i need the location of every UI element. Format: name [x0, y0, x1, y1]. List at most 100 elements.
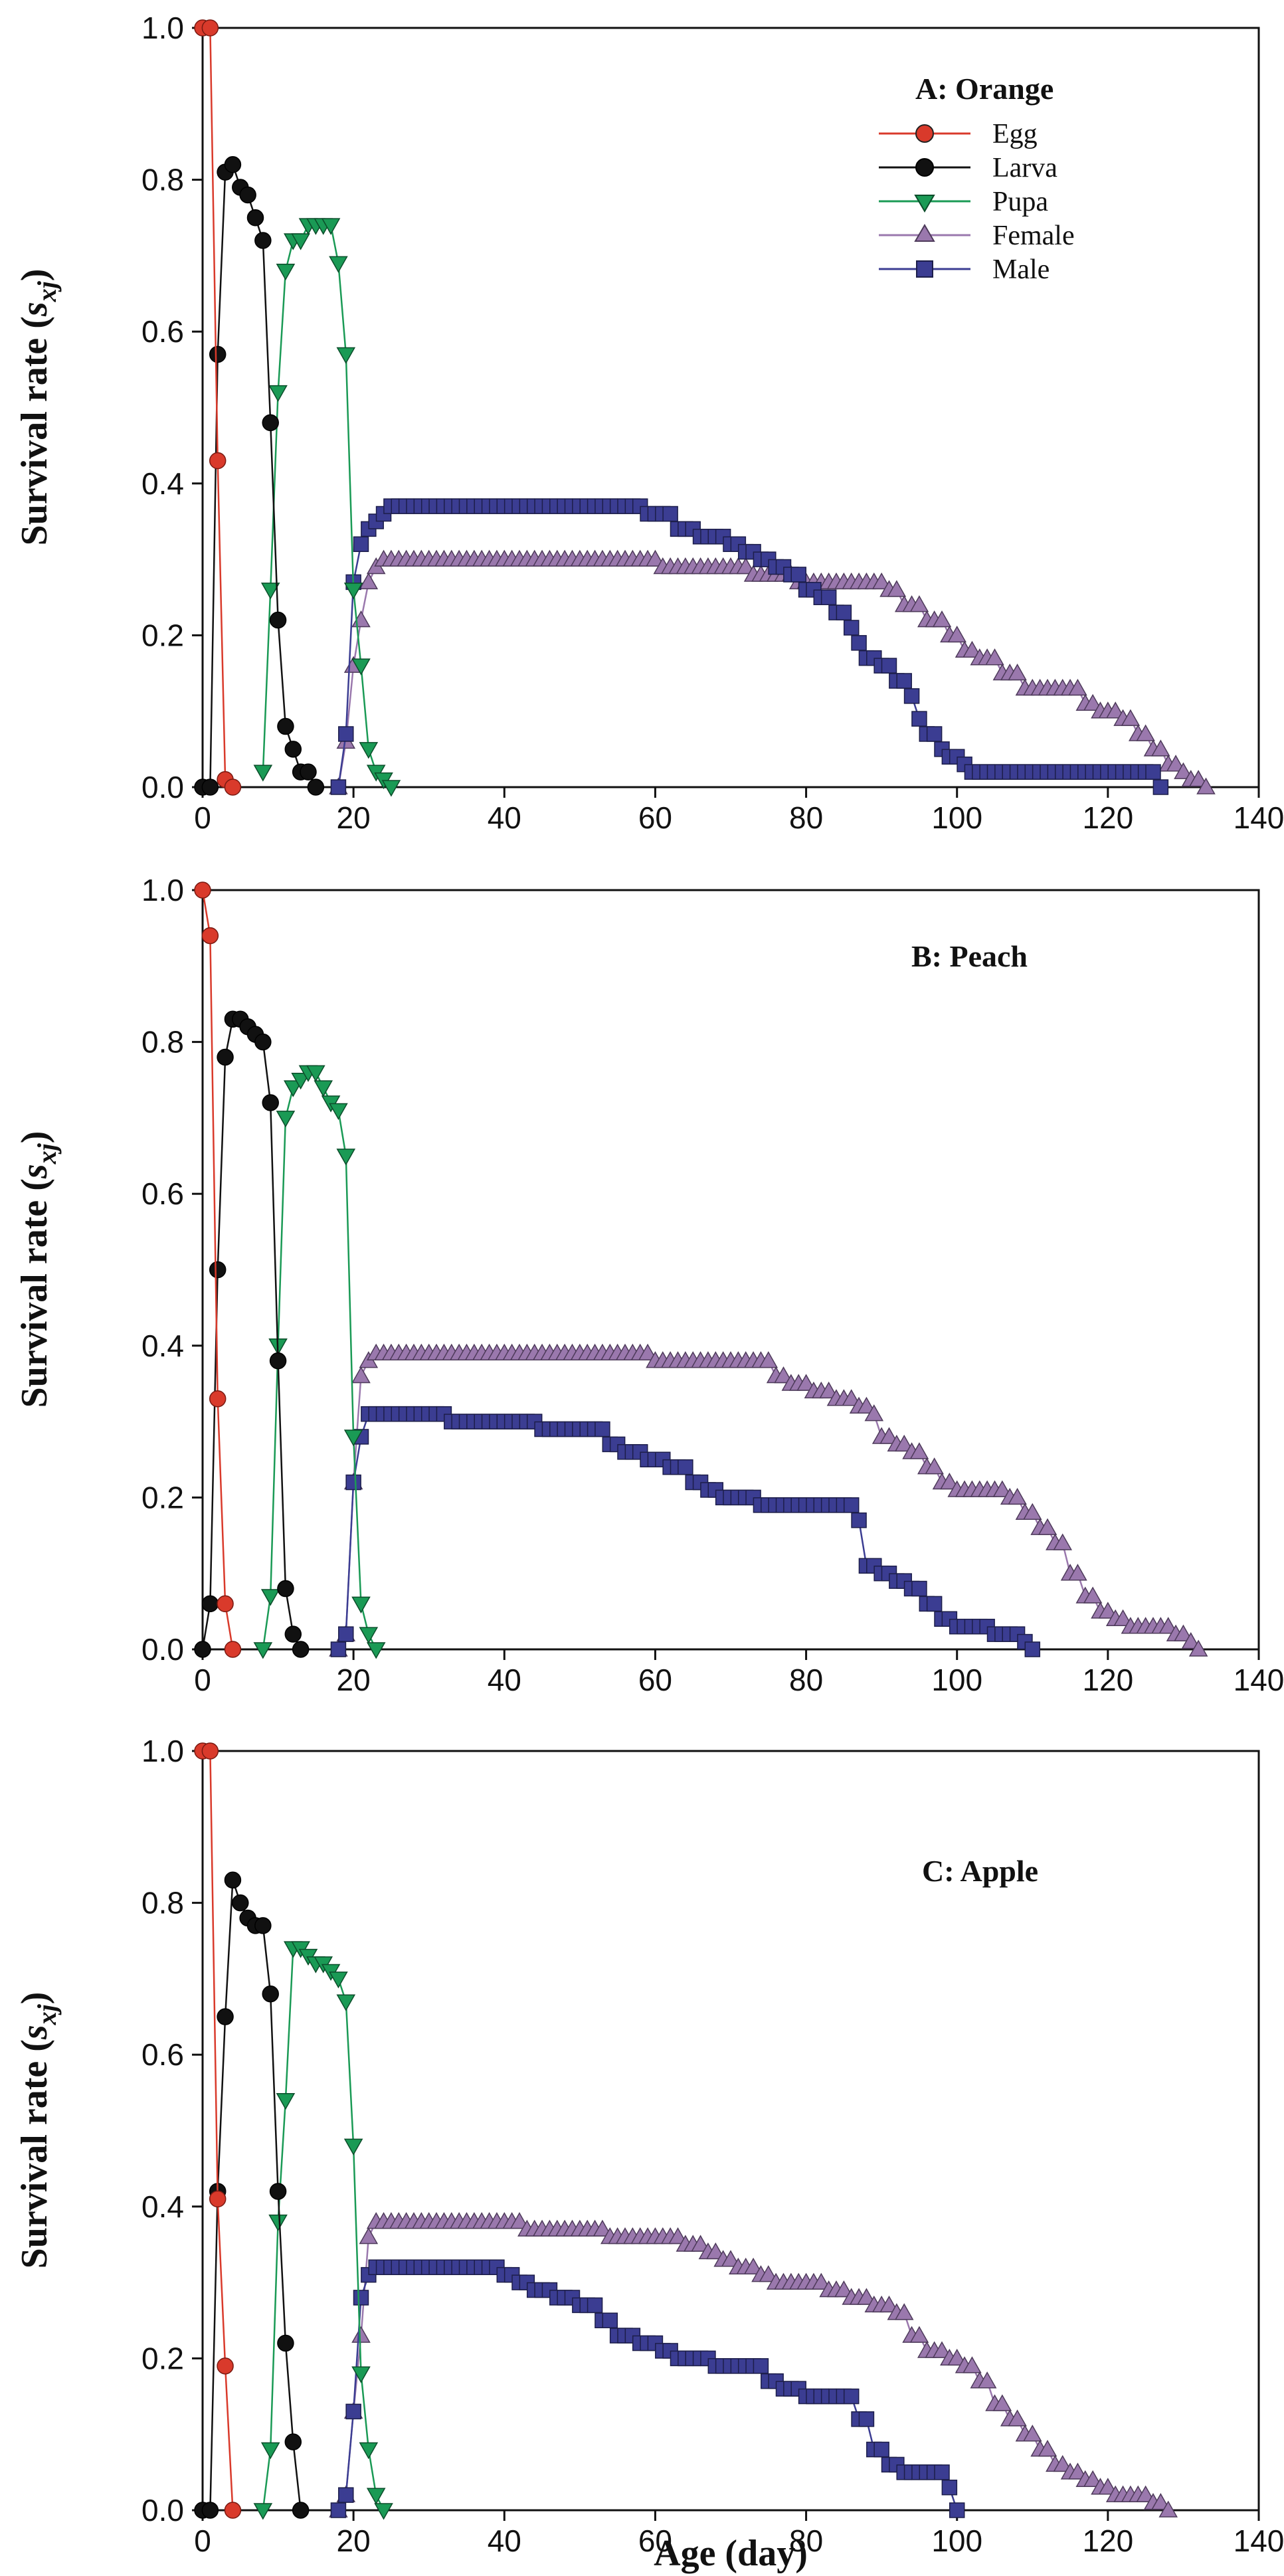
- y-tick-label: 1.0: [141, 11, 184, 45]
- point-pupa: [343, 1429, 363, 1447]
- point-female: [842, 1389, 861, 1406]
- axis-ticks-a: 0 20 40 60 80 100 120 140 0.0 0.2 0.4 0.6 0.8 1.0: [141, 11, 1284, 835]
- point-female: [925, 1457, 944, 1475]
- point-pupa: [253, 765, 273, 782]
- series-male: [330, 2259, 965, 2518]
- series-larva: [194, 1871, 310, 2519]
- point-female: [1188, 1639, 1208, 1657]
- point-pupa: [276, 264, 296, 281]
- point-female: [736, 557, 755, 575]
- x-tick-label: 20: [337, 1663, 371, 1697]
- x-tick-label: 60: [638, 800, 672, 835]
- point-female: [977, 2371, 997, 2389]
- point-female: [1151, 2493, 1170, 2510]
- x-tick-label: 40: [488, 1663, 521, 1697]
- point-egg: [217, 1595, 234, 1613]
- point-larva: [254, 1917, 272, 1934]
- point-male: [662, 506, 678, 522]
- y-tick-label: 0.6: [141, 314, 184, 349]
- point-pupa: [291, 1073, 310, 1090]
- series-pupa: [253, 1941, 393, 2520]
- point-egg: [201, 19, 219, 37]
- y-tick-label: 0.4: [141, 466, 184, 501]
- point-female: [1158, 2500, 1178, 2518]
- point-female: [646, 549, 665, 567]
- point-female: [1188, 770, 1208, 787]
- point-female: [909, 2326, 929, 2343]
- point-egg: [209, 452, 227, 470]
- point-pupa: [260, 2442, 280, 2460]
- x-tick-label: 100: [931, 2524, 982, 2558]
- point-female: [721, 2250, 741, 2267]
- point-egg: [201, 1742, 219, 1760]
- line-pupa: [262, 1071, 377, 1650]
- x-tick-label: 80: [789, 1663, 823, 1697]
- point-female: [1136, 2485, 1155, 2502]
- point-female: [963, 640, 982, 658]
- point-pupa: [268, 2214, 288, 2232]
- line-male: [337, 1413, 1034, 1650]
- y-tick-label: 0.0: [141, 2493, 184, 2528]
- point-male: [753, 2358, 769, 2374]
- point-female: [857, 2288, 876, 2305]
- point-male: [790, 567, 806, 583]
- x-tick-label: 100: [931, 800, 982, 835]
- point-female: [887, 580, 907, 597]
- point-male: [836, 604, 852, 620]
- point-larva: [194, 1641, 211, 1658]
- point-larva: [277, 1580, 294, 1598]
- point-female: [909, 1442, 929, 1459]
- point-female: [1023, 1503, 1042, 1520]
- point-pupa: [366, 1642, 386, 1659]
- y-axis-title-b: Survival rate (sxj): [14, 1131, 62, 1408]
- point-male: [678, 1459, 693, 1475]
- legend-label-male: Male: [992, 254, 1050, 285]
- point-larva: [262, 414, 279, 432]
- point-female: [992, 1480, 1012, 1497]
- point-egg: [217, 2357, 234, 2375]
- point-pupa: [291, 233, 310, 250]
- point-larva: [284, 741, 302, 758]
- point-larva: [277, 717, 294, 735]
- x-tick-label: 80: [789, 800, 823, 835]
- line-female: [337, 558, 1207, 788]
- line-egg: [203, 27, 234, 788]
- point-pupa: [351, 658, 371, 676]
- line-larva: [203, 163, 317, 788]
- point-male: [595, 1421, 610, 1437]
- axis-ticks-b: 0 20 40 60 80 100 120 140 0.0 0.2 0.4 0.6 0.8 1.0: [141, 873, 1284, 1697]
- point-male: [330, 779, 347, 795]
- panel-title-b: B: Peach: [911, 939, 1028, 973]
- point-male: [330, 1641, 347, 1657]
- point-female: [819, 1381, 838, 1399]
- y-tick-label: 0.2: [141, 2341, 184, 2375]
- point-male: [851, 635, 867, 651]
- point-female: [1083, 693, 1103, 711]
- point-female: [947, 625, 966, 643]
- point-female: [879, 2295, 899, 2313]
- point-larva: [217, 2008, 234, 2025]
- y-tick-label: 0.0: [141, 1632, 184, 1667]
- axis-ticks-c: 0 20 40 60 80 100 120 140 0.0 0.2 0.4 0.6 0.8 1.0: [141, 1734, 1284, 2558]
- y-tick-label: 0.8: [141, 163, 184, 197]
- point-pupa: [268, 385, 288, 403]
- point-female: [1038, 1518, 1057, 1535]
- series-pupa: [253, 1065, 386, 1659]
- series-female: [329, 2212, 1178, 2518]
- point-pupa: [343, 583, 363, 600]
- point-larva: [277, 2334, 294, 2352]
- point-egg: [194, 881, 211, 899]
- point-pupa: [336, 1149, 356, 1166]
- point-female: [351, 2326, 371, 2343]
- y-tick-label: 0.6: [141, 1176, 184, 1211]
- point-female: [1038, 2440, 1057, 2457]
- legend: Egg Larva Pupa Female Male: [879, 119, 1075, 285]
- point-pupa: [343, 2138, 363, 2156]
- legend-marker-male: [916, 260, 933, 278]
- point-male: [858, 2411, 875, 2427]
- legend-label-larva: Larva: [992, 153, 1057, 183]
- point-female: [1053, 1533, 1072, 1550]
- x-tick-label: 40: [488, 2524, 521, 2558]
- point-larva: [292, 1641, 310, 1658]
- point-female: [1113, 1609, 1133, 1627]
